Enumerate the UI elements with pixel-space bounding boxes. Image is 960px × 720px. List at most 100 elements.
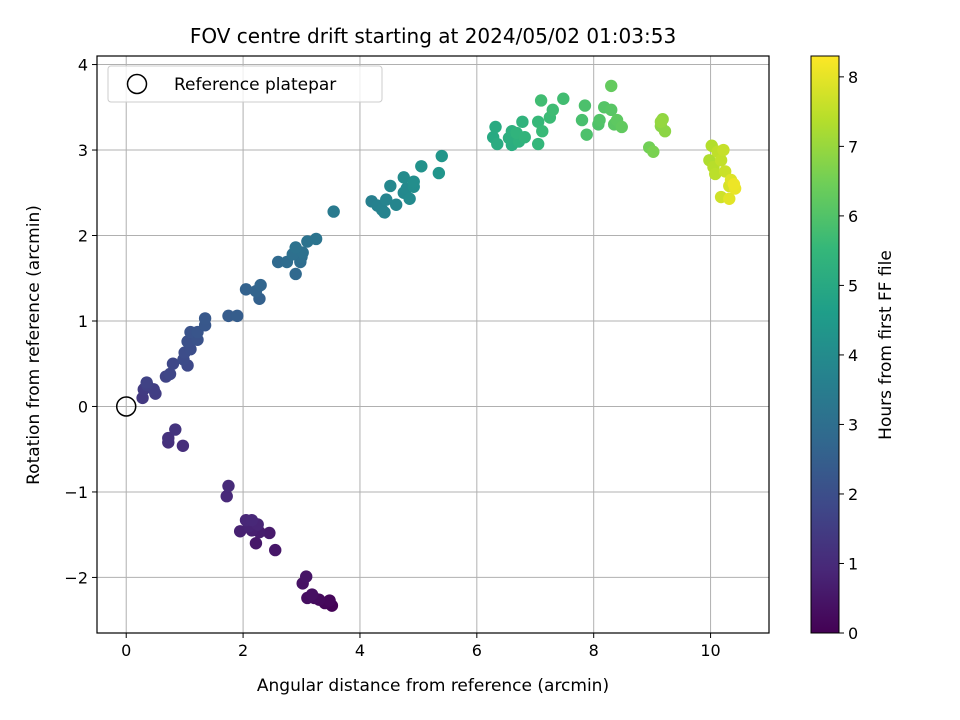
data-point [534, 94, 548, 107]
y-tick-label: −1 [64, 483, 88, 502]
data-point [709, 167, 722, 181]
data-point [518, 131, 531, 144]
colorbar-label: Hours from first FF file [876, 250, 896, 440]
colorbar-tick-label: 6 [848, 207, 858, 226]
colorbar-tick-label: 2 [848, 485, 858, 504]
data-point [654, 115, 668, 129]
colorbar-tick-label: 7 [848, 137, 858, 156]
data-point [299, 570, 313, 583]
data-point [378, 206, 391, 219]
data-point [222, 309, 235, 323]
data-point [491, 137, 504, 151]
data-point [384, 179, 397, 193]
colorbar: 0 1 2 3 4 5 6 7 8 Hours from first FF file [810, 55, 896, 643]
data-point [647, 145, 660, 158]
x-tick-label: 6 [472, 641, 482, 660]
data-point [231, 309, 244, 323]
colorbar-ticks: 0 1 2 3 4 5 6 7 8 [839, 68, 858, 643]
data-point [327, 205, 340, 218]
data-point [176, 439, 190, 452]
data-point [166, 357, 180, 370]
data-point [271, 255, 285, 269]
data-point [605, 103, 618, 117]
x-tick-label: 2 [238, 641, 248, 660]
legend-box [107, 65, 383, 103]
data-point [658, 125, 672, 138]
grid-lines [97, 56, 769, 633]
data-point [580, 128, 593, 141]
data-point [181, 335, 194, 348]
colorbar-tick-label: 4 [848, 346, 858, 365]
data-point [245, 513, 259, 527]
data-point [727, 178, 741, 191]
data-point [140, 376, 153, 389]
data-point [305, 588, 319, 601]
data-point [380, 193, 393, 206]
data-point [222, 479, 235, 493]
x-tick-label: 8 [589, 641, 599, 660]
data-point [263, 526, 276, 540]
y-tick-label: 4 [78, 56, 88, 75]
data-point [516, 115, 529, 129]
data-point [289, 267, 302, 281]
data-point [723, 192, 736, 205]
data-points [136, 79, 742, 612]
data-point [575, 113, 589, 127]
colorbar-tick-label: 0 [848, 624, 858, 643]
colorbar-tick-label: 5 [848, 276, 858, 295]
colorbar-tick-label: 1 [848, 554, 858, 573]
data-point [615, 120, 628, 134]
data-point [531, 137, 545, 151]
colorbar-gradient [810, 55, 840, 634]
data-point [546, 103, 559, 117]
data-point [239, 283, 253, 296]
data-point [220, 490, 233, 503]
data-point [432, 166, 446, 180]
data-point [323, 594, 336, 607]
data-point [717, 143, 730, 157]
data-point [578, 99, 592, 112]
data-point [397, 171, 410, 184]
colorbar-tick-label: 8 [848, 68, 858, 87]
legend-label: Reference platepar [174, 75, 336, 95]
data-point [163, 367, 177, 381]
colorbar-tick-label: 3 [848, 415, 858, 434]
chart-title: FOV centre drift starting at 2024/05/02 … [190, 24, 676, 48]
x-axis-ticks: 0 2 4 6 8 10 [121, 633, 721, 660]
legend: Reference platepar [107, 65, 383, 103]
y-axis-ticks: −2 −1 0 1 2 3 4 [64, 56, 97, 587]
x-tick-label: 0 [121, 641, 131, 660]
data-point [403, 192, 416, 205]
x-tick-label: 4 [355, 641, 365, 660]
y-tick-label: −2 [64, 568, 88, 587]
data-point [407, 175, 420, 188]
legend-marker-icon [126, 73, 148, 95]
y-axis-label: Rotation from reference (arcmin) [24, 205, 44, 485]
y-tick-label: 3 [78, 141, 88, 160]
reference-point-marker [115, 396, 137, 417]
data-point [269, 543, 282, 557]
x-tick-label: 10 [700, 641, 720, 660]
data-point [254, 278, 267, 292]
data-point [536, 125, 549, 138]
plot-frame [96, 55, 770, 634]
data-point [389, 198, 403, 211]
data-point [162, 431, 175, 445]
y-tick-label: 1 [78, 312, 88, 331]
data-point [557, 92, 570, 105]
data-point [415, 160, 428, 173]
y-tick-label: 2 [78, 227, 88, 246]
y-tick-label: 0 [78, 397, 88, 416]
data-point [198, 312, 212, 325]
x-axis-label: Angular distance from reference (arcmin) [257, 676, 609, 696]
data-point [605, 79, 618, 93]
data-point [489, 120, 502, 134]
data-point [714, 154, 728, 167]
data-point [289, 241, 302, 254]
data-point [249, 537, 263, 550]
data-point [169, 423, 182, 436]
data-point [435, 149, 448, 163]
data-point [309, 232, 323, 246]
data-point [593, 113, 606, 127]
